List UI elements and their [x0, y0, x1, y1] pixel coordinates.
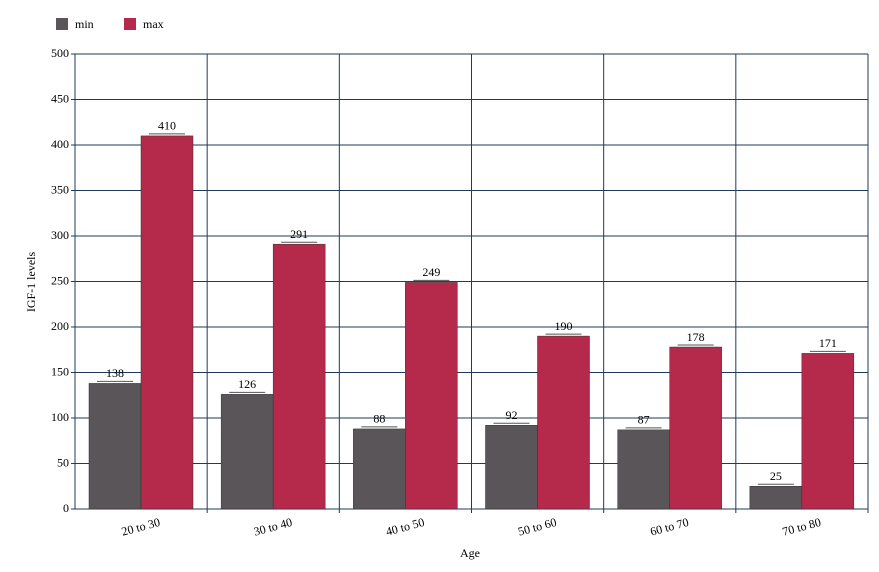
legend-swatch	[56, 18, 68, 30]
x-tick-label: 40 to 50	[384, 515, 426, 539]
bar	[353, 428, 406, 510]
value-label: 249	[422, 265, 440, 279]
y-tick-label: 500	[51, 46, 69, 60]
value-label: 92	[506, 408, 518, 422]
bar	[801, 353, 855, 510]
x-tick-label: 70 to 80	[781, 515, 823, 539]
y-tick-label: 450	[51, 91, 69, 105]
bar	[537, 335, 590, 510]
legend-label: max	[143, 17, 164, 31]
y-tick-label: 150	[51, 364, 69, 378]
legend-label: min	[75, 17, 94, 31]
y-axis-label: IGF-1 levels	[24, 252, 38, 313]
value-label: 410	[158, 119, 176, 133]
bar	[220, 394, 274, 510]
bar	[405, 282, 458, 510]
legend-swatch	[124, 18, 136, 30]
value-label: 25	[770, 469, 782, 483]
bar	[617, 429, 670, 510]
value-label: 178	[687, 330, 705, 344]
x-tick-label: 50 to 60	[516, 515, 558, 539]
y-tick-label: 50	[57, 455, 69, 469]
y-tick-label: 250	[51, 273, 69, 287]
value-label: 87	[638, 413, 650, 427]
y-tick-label: 0	[63, 501, 69, 515]
y-tick-label: 300	[51, 228, 69, 242]
y-tick-label: 200	[51, 319, 69, 333]
x-axis-label: Age	[460, 546, 480, 560]
x-tick-label: 60 to 70	[649, 515, 691, 539]
y-tick-label: 100	[51, 410, 69, 424]
value-label: 190	[555, 319, 573, 333]
value-label: 138	[106, 366, 124, 380]
bar	[669, 346, 722, 510]
x-tick-label: 30 to 40	[252, 515, 294, 539]
value-label: 88	[373, 412, 385, 426]
bar	[272, 243, 326, 510]
value-label: 126	[238, 377, 256, 391]
y-tick-label: 350	[51, 182, 69, 196]
x-tick-label: 20 to 30	[120, 515, 162, 539]
y-tick-label: 400	[51, 137, 69, 151]
bar	[749, 486, 803, 510]
bar	[88, 383, 142, 510]
bar	[140, 135, 194, 510]
value-label: 291	[290, 227, 308, 241]
bar	[485, 425, 538, 510]
value-label: 171	[819, 336, 837, 350]
